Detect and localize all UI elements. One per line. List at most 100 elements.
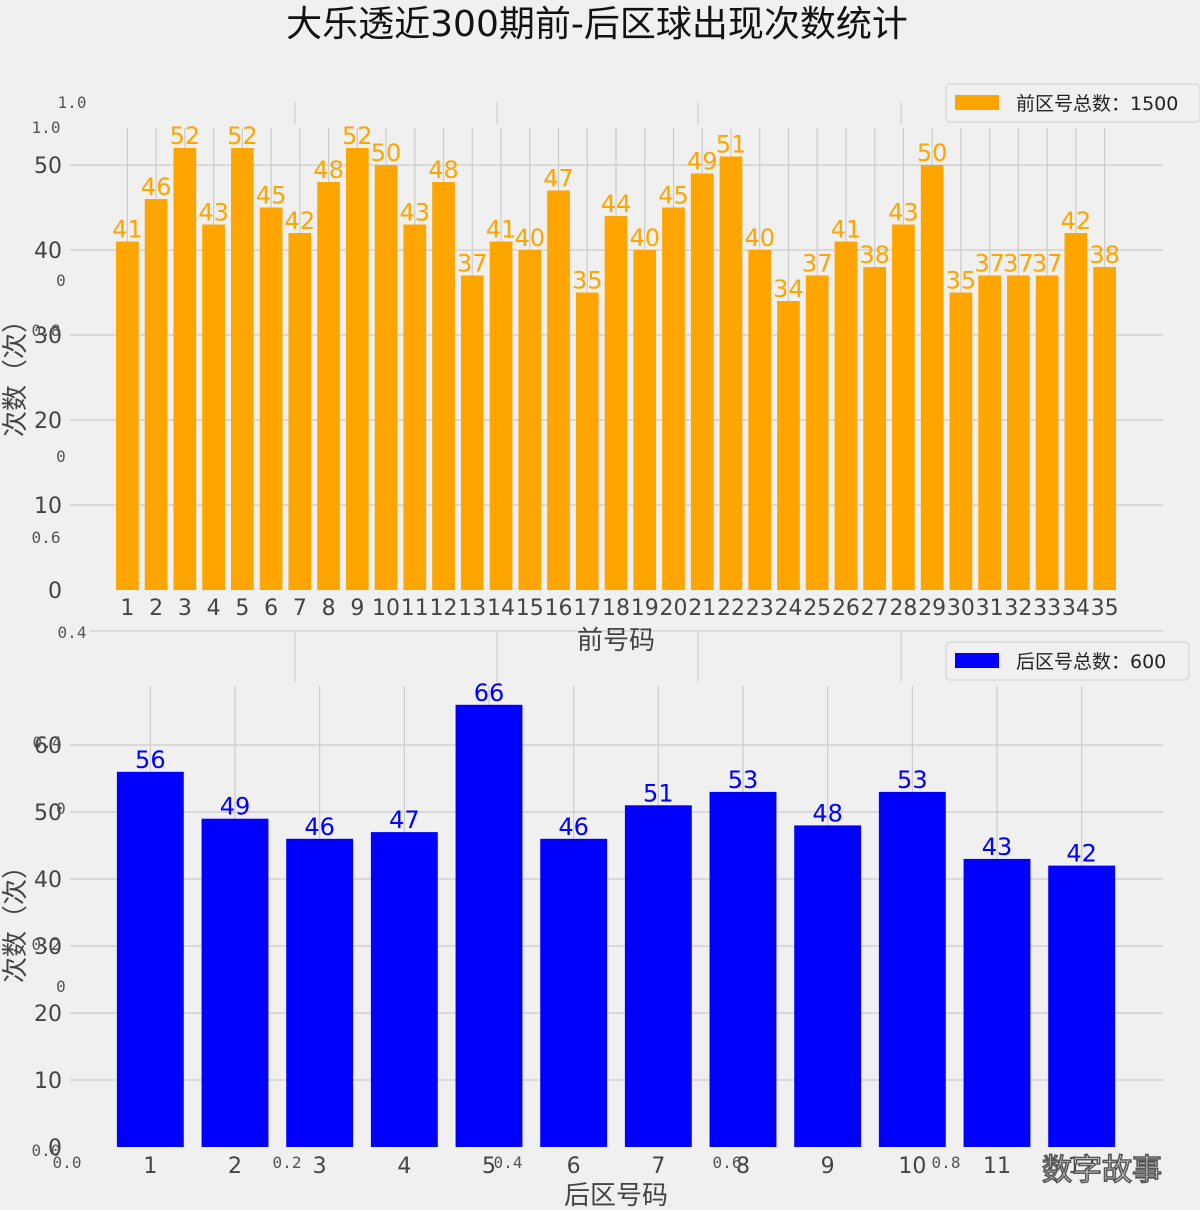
x-tick-label: 33 [1033,596,1061,621]
x-tick-label: 1 [143,1154,157,1179]
front-bars [116,148,1116,590]
bar [286,838,354,1147]
bar [690,173,714,590]
x-tick-label: 4 [397,1154,411,1179]
bar [978,275,1002,590]
x-tick-label: 15 [516,596,544,621]
x-tick-label: 9 [350,596,364,621]
x-tick-label: 7 [293,596,307,621]
x-tick-label: 20 [659,596,687,621]
bar [1007,275,1030,590]
bar-value-label: 44 [601,190,632,218]
front-x-axis-label: 前号码 [577,626,655,656]
front-legend: 前区号总数：1500 [945,83,1200,123]
back-legend-box [945,641,1190,681]
bar-value-label: 48 [812,799,843,827]
bar [547,190,570,590]
bar-value-label: 49 [220,793,251,821]
bar [116,241,139,590]
bar-value-label: 41 [112,216,143,244]
x-tick-label: 11 [401,596,429,621]
back-y-axis-label: 次数（次） [1,853,31,983]
outer-axes-grid [90,102,1163,682]
bar [230,148,254,590]
bar-value-label: 53 [728,766,759,794]
y-tick-label: 50 [34,154,62,179]
x-tick-label: 7 [651,1154,665,1179]
bar-value-label: 42 [1066,840,1097,868]
bar [892,224,915,590]
bar [370,832,438,1147]
bar-value-label: 52 [227,122,258,150]
back-bars [116,704,1116,1147]
outer-y-ghost-tick: 0 [56,271,66,290]
bar-value-label: 43 [198,199,229,227]
bar-value-label: 48 [428,156,459,184]
x-tick-label: 10 [372,596,400,621]
x-tick-label: 17 [573,596,601,621]
x-tick-label: 19 [631,596,659,621]
bar-value-label: 49 [687,148,718,176]
bar-value-label: 50 [371,139,402,167]
bar-value-label: 45 [256,182,287,210]
x-tick-label: 31 [976,596,1004,621]
outer-x-ghost-tick: 0.8 [932,1153,961,1172]
bar [575,292,599,590]
bar [540,838,608,1147]
bar [201,818,269,1147]
back-data-labels: 56 49 46 47 66 46 51 53 48 53 43 42 [135,679,1097,868]
bar-value-label: 46 [304,813,335,841]
bar [748,250,772,590]
bar-value-label: 56 [135,746,166,774]
x-tick-label: 4 [207,596,221,621]
bar [920,165,944,590]
y-tick-label: 10 [34,494,62,519]
bar [1064,233,1088,590]
bar [777,301,800,590]
outer-x-ghost-tick: 0.0 [53,1153,82,1172]
front-legend-label: 前区号总数：1500 [1016,93,1178,115]
x-tick-label: 28 [889,596,917,621]
bar-value-label: 40 [514,224,545,252]
bar [317,182,340,590]
bar-value-label: 37 [974,250,1005,278]
x-tick-label: 2 [228,1154,242,1179]
x-tick-label: 32 [1004,596,1032,621]
bar [709,791,777,1147]
x-tick-label: 3 [313,1154,327,1179]
bar-value-label: 40 [744,224,775,252]
x-tick-label: 8 [736,1154,750,1179]
y-tick-label: 40 [34,239,62,264]
bar [633,250,657,590]
x-tick-label: 34 [1062,596,1090,621]
y-tick-label: 10 [34,1069,62,1094]
bar [878,791,946,1147]
x-tick-label: 26 [832,596,860,621]
bar [834,241,858,590]
bar [518,250,542,590]
bar [662,207,685,590]
outer-y-ghost-tick: 0 [56,799,66,818]
back-y-ticks: 0 10 20 30 40 50 60 [34,734,62,1161]
outer-y-ghost-tick: 1.0 [58,93,87,112]
bar-value-label: 35 [946,267,977,295]
bar [460,275,484,590]
x-tick-label: 18 [602,596,630,621]
bar [805,275,829,590]
bar-value-label: 43 [982,833,1013,861]
x-tick-label: 16 [545,596,573,621]
bar-value-label: 51 [716,131,747,159]
x-tick-label: 23 [746,596,774,621]
bar [345,148,369,590]
y-tick-label: 50 [34,801,62,826]
x-tick-label: 6 [567,1154,581,1179]
bar-value-label: 52 [170,122,201,150]
bar-value-label: 52 [342,122,373,150]
bar-value-label: 34 [773,275,804,303]
x-tick-label: 29 [918,596,946,621]
x-tick-label: 9 [821,1154,835,1179]
x-tick-label: 2 [149,596,163,621]
bar-value-label: 48 [313,156,344,184]
x-tick-label: 6 [264,596,278,621]
